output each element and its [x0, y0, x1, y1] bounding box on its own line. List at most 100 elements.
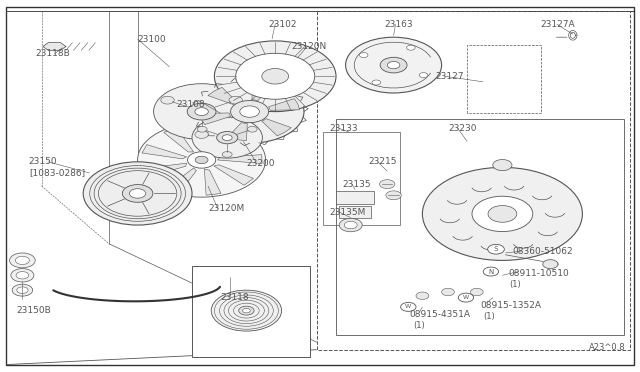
- Text: 08915-4351A: 08915-4351A: [410, 310, 470, 319]
- Circle shape: [10, 253, 35, 268]
- Polygon shape: [543, 260, 558, 269]
- Circle shape: [214, 41, 336, 112]
- Text: (1): (1): [509, 280, 520, 289]
- Text: 23102: 23102: [269, 20, 298, 29]
- Circle shape: [195, 156, 208, 164]
- Circle shape: [192, 117, 262, 158]
- Circle shape: [483, 267, 499, 276]
- Circle shape: [458, 293, 474, 302]
- Circle shape: [154, 84, 250, 140]
- Circle shape: [422, 167, 582, 260]
- Text: 23108: 23108: [176, 100, 205, 109]
- Text: 23215: 23215: [368, 157, 397, 166]
- Polygon shape: [192, 266, 310, 357]
- Circle shape: [247, 126, 257, 132]
- Polygon shape: [214, 165, 253, 185]
- Circle shape: [83, 162, 192, 225]
- Polygon shape: [200, 125, 218, 151]
- Text: 08911-10510: 08911-10510: [509, 269, 570, 278]
- Polygon shape: [204, 169, 221, 195]
- Text: 23120N: 23120N: [291, 42, 326, 51]
- Text: W: W: [463, 295, 469, 300]
- Polygon shape: [200, 113, 230, 125]
- Circle shape: [488, 244, 504, 254]
- Circle shape: [222, 151, 232, 157]
- Circle shape: [17, 287, 28, 294]
- Circle shape: [488, 205, 517, 222]
- Text: 23150B: 23150B: [16, 306, 51, 315]
- Text: (1): (1): [413, 321, 424, 330]
- Polygon shape: [142, 145, 187, 159]
- Polygon shape: [227, 123, 247, 141]
- Text: W: W: [405, 304, 412, 310]
- Text: 23200: 23200: [246, 159, 275, 168]
- Circle shape: [406, 45, 415, 50]
- Circle shape: [387, 61, 400, 69]
- Polygon shape: [218, 155, 262, 163]
- Text: A23^0.8: A23^0.8: [589, 343, 625, 352]
- Circle shape: [243, 308, 250, 313]
- Circle shape: [442, 288, 454, 296]
- Polygon shape: [336, 191, 374, 204]
- Circle shape: [372, 80, 381, 85]
- Circle shape: [472, 196, 533, 231]
- Circle shape: [359, 52, 368, 58]
- Text: 23118: 23118: [221, 293, 250, 302]
- Text: 08360-51062: 08360-51062: [512, 247, 573, 256]
- Text: 23150: 23150: [29, 157, 58, 166]
- Text: 08915-1352A: 08915-1352A: [480, 301, 541, 310]
- Circle shape: [401, 302, 416, 311]
- Circle shape: [419, 73, 428, 78]
- Circle shape: [195, 108, 209, 116]
- Circle shape: [380, 180, 395, 189]
- Circle shape: [470, 288, 483, 296]
- Circle shape: [122, 185, 153, 202]
- Circle shape: [236, 53, 315, 99]
- Circle shape: [262, 68, 289, 84]
- Circle shape: [416, 292, 429, 299]
- Text: 23100: 23100: [138, 35, 166, 44]
- Text: 23133: 23133: [330, 124, 358, 133]
- Text: 23127: 23127: [435, 72, 464, 81]
- Circle shape: [230, 100, 269, 123]
- Text: 23163: 23163: [384, 20, 413, 29]
- Circle shape: [195, 80, 304, 143]
- Polygon shape: [339, 206, 371, 218]
- Polygon shape: [252, 83, 272, 100]
- Circle shape: [197, 126, 207, 132]
- Circle shape: [195, 131, 209, 138]
- Text: 23120M: 23120M: [208, 204, 244, 213]
- Circle shape: [15, 256, 29, 264]
- Text: 23230: 23230: [448, 124, 477, 133]
- Circle shape: [493, 160, 512, 171]
- Polygon shape: [262, 119, 291, 136]
- Text: 23118B: 23118B: [35, 49, 70, 58]
- Circle shape: [346, 37, 442, 93]
- Text: S: S: [494, 246, 498, 252]
- Circle shape: [188, 152, 216, 168]
- Text: 23135M: 23135M: [330, 208, 366, 217]
- Circle shape: [16, 272, 29, 279]
- Circle shape: [344, 221, 357, 229]
- Circle shape: [11, 269, 34, 282]
- Text: (1): (1): [483, 312, 495, 321]
- Text: [1083-0286]: [1083-0286]: [29, 169, 85, 177]
- Text: 23127A: 23127A: [541, 20, 575, 29]
- Circle shape: [12, 284, 33, 296]
- Circle shape: [229, 96, 243, 104]
- Polygon shape: [269, 99, 300, 110]
- Circle shape: [386, 191, 401, 200]
- Polygon shape: [208, 87, 237, 105]
- Polygon shape: [43, 42, 66, 51]
- Circle shape: [161, 96, 174, 104]
- Polygon shape: [166, 168, 196, 193]
- Polygon shape: [212, 134, 252, 154]
- Polygon shape: [143, 163, 187, 177]
- Circle shape: [240, 106, 259, 117]
- Circle shape: [222, 135, 232, 141]
- Circle shape: [216, 132, 238, 144]
- Circle shape: [187, 103, 216, 120]
- Circle shape: [380, 57, 407, 73]
- Circle shape: [129, 189, 146, 198]
- Text: N: N: [488, 269, 493, 275]
